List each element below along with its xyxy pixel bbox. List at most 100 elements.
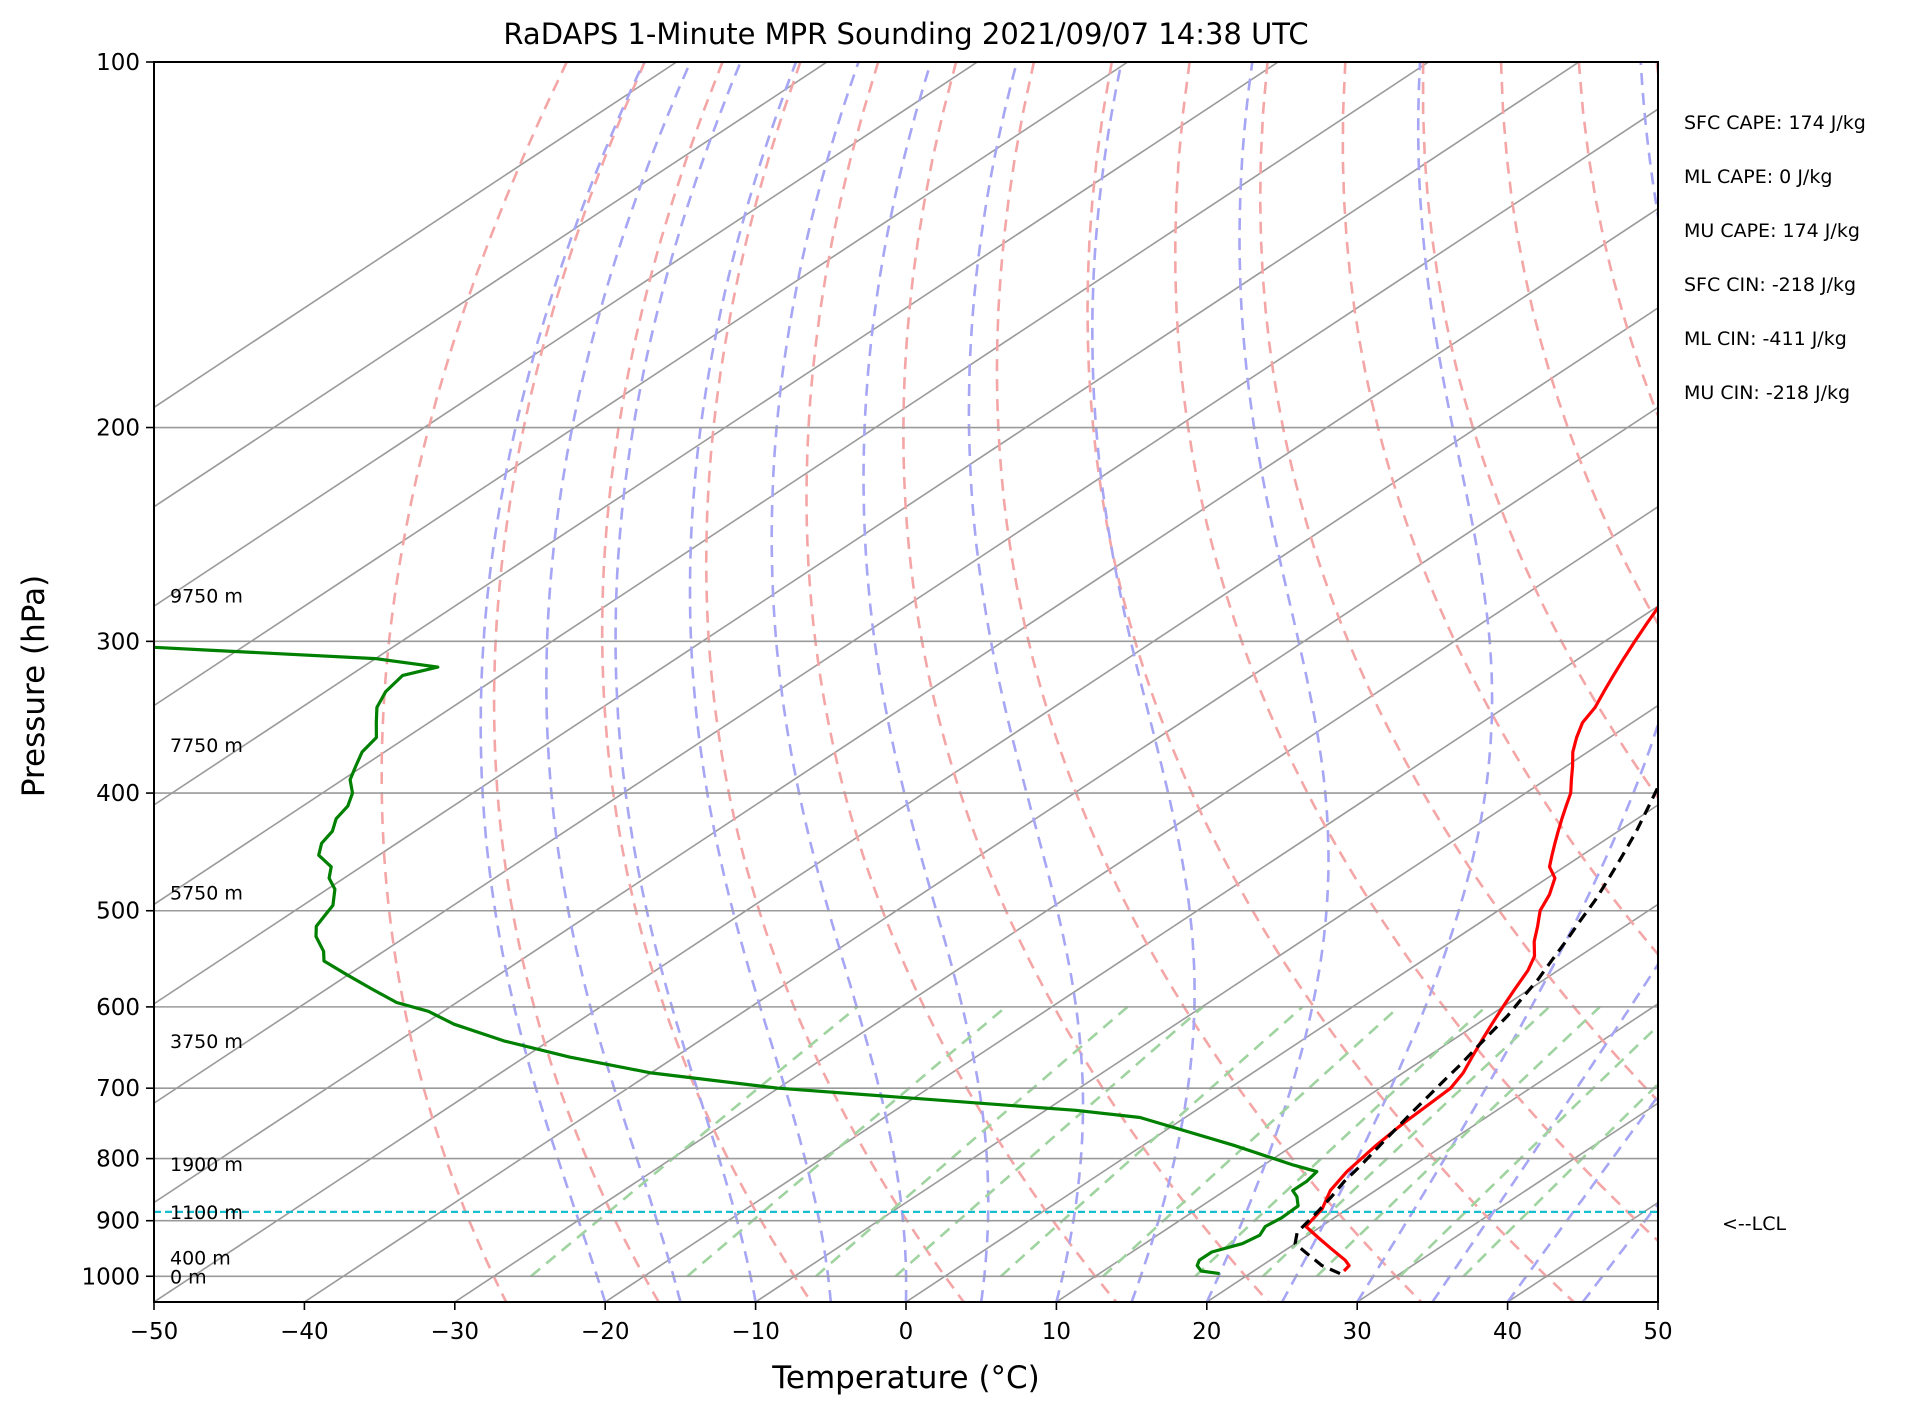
dry-adiabat-line [1735, 62, 1911, 1302]
height-label: 3750 m [170, 1031, 243, 1053]
dry-adiabat-line [1890, 62, 1911, 1302]
lcl-label: <--LCL [1722, 1213, 1786, 1235]
moist-adiabat-line [479, 62, 645, 1302]
isotherm-line [1657, 1301, 1658, 1302]
dry-adiabat-line [995, 62, 1423, 1302]
x-axis-label: Temperature (°C) [771, 1360, 1040, 1396]
moist-adiabat-line [1090, 62, 1196, 1302]
height-label: 7750 m [170, 735, 243, 757]
dry-adiabat-line [902, 62, 1270, 1302]
cape-cin-annotations: SFC CAPE: 174 J/kg ML CAPE: 0 J/kg MU CAPE… [1684, 112, 1866, 404]
isotherm-line [604, 605, 1658, 1302]
dry-adiabat-line [600, 62, 813, 1302]
moist-adiabat-line [967, 62, 1085, 1302]
x-tick-label: −40 [280, 1319, 329, 1345]
isotherm-line [154, 62, 1279, 806]
moist-adiabat-line [770, 62, 908, 1302]
x-tick-label: −10 [731, 1319, 780, 1345]
dry-adiabat-line [1812, 62, 1911, 1302]
height-label: 1100 m [170, 1202, 243, 1224]
height-labels: 9750 m 7750 m 5750 m 3750 m 1900 m 1100 m 400 … [170, 585, 243, 1288]
dry-adiabat-line [1655, 62, 1658, 83]
height-label: 5750 m [170, 882, 243, 904]
dry-adiabat-line [1341, 62, 1658, 957]
x-tick-label: 40 [1493, 1319, 1522, 1345]
moist-adiabat-line [1356, 62, 1658, 1302]
stat-annotation: SFC CAPE: 174 J/kg [1684, 112, 1866, 134]
x-tick-label: 0 [899, 1319, 914, 1345]
isotherm-line [154, 62, 1429, 906]
moist-adiabat-line [1431, 961, 1658, 1302]
isotherm-line [154, 62, 1129, 707]
height-label: 400 m [170, 1247, 231, 1269]
isotherm-line [755, 704, 1658, 1302]
dry-adiabat-line [380, 62, 568, 1302]
mixing-ratio-line [1000, 1005, 1304, 1278]
dry-adiabat-line [1173, 62, 1658, 1243]
stat-annotation: SFC CIN: -218 J/kg [1684, 274, 1856, 296]
dry-adiabat-line [1421, 62, 1658, 800]
y-tick-label: 600 [96, 995, 140, 1021]
moist-adiabat-line [862, 62, 990, 1302]
y-tick-label: 700 [96, 1076, 140, 1102]
y-tick-label: 100 [96, 50, 140, 76]
x-tick-label: 30 [1343, 1319, 1372, 1345]
stat-annotation: MU CIN: -218 J/kg [1684, 382, 1850, 404]
isotherm-line [1507, 1201, 1658, 1302]
chart-title: RaDAPS 1-Minute MPR Sounding 2021/09/07 … [503, 17, 1308, 51]
dry-adiabat-line [1577, 62, 1658, 420]
stat-annotation: ML CAPE: 0 J/kg [1684, 166, 1832, 188]
isotherm-line [154, 62, 1580, 1005]
x-tick-label: 20 [1192, 1319, 1221, 1345]
x-tick-label: 50 [1643, 1319, 1672, 1345]
dry-adiabat-line [492, 62, 660, 1302]
moist-adiabat-line [1581, 1201, 1658, 1302]
lcl-group: <--LCL [154, 1210, 1786, 1235]
mixing-ratio-line [686, 1005, 1007, 1278]
moist-adiabat-line [1280, 62, 1494, 1302]
moist-adiabat-line [1205, 62, 1330, 1302]
y-axis-ticks: 100 200 300 400 500 600 700 800 900 1000 [81, 50, 154, 1290]
y-tick-label: 800 [96, 1147, 140, 1173]
x-tick-label: −20 [581, 1319, 630, 1345]
isotherm-line [454, 505, 1658, 1302]
isotherm-line [303, 406, 1658, 1302]
dewpoint-line [154, 645, 1319, 1276]
temperature-line [1304, 595, 1658, 1273]
y-tick-label: 1000 [81, 1264, 140, 1290]
sounding-series [154, 595, 1658, 1276]
isotherm-line [1055, 903, 1658, 1302]
x-tick-label: −30 [431, 1319, 480, 1345]
mixing-ratio-line [894, 1005, 1204, 1278]
dry-adiabat-line [1086, 62, 1575, 1302]
moist-adiabat-line [1656, 1299, 1658, 1302]
moist-adiabat-line [614, 62, 757, 1302]
mixing-ratio-line [815, 1005, 1129, 1278]
parcel-line [1293, 783, 1658, 1276]
isotherm-line [905, 804, 1658, 1302]
y-axis-label: Pressure (hPa) [16, 575, 52, 797]
y-tick-label: 200 [96, 416, 140, 442]
dry-adiabat-line [1258, 62, 1658, 1103]
isotherm-line [154, 108, 1658, 1105]
background-guides [154, 62, 1911, 1302]
isotherm-line [154, 62, 828, 508]
mixing-ratio-line [530, 1005, 859, 1278]
height-label: 9750 m [170, 585, 243, 607]
isotherm-line [154, 207, 1658, 1204]
isotherm-line [154, 62, 677, 409]
isotherm-line [154, 306, 1658, 1302]
y-tick-label: 300 [96, 629, 140, 655]
stat-annotation: MU CAPE: 174 J/kg [1684, 220, 1860, 242]
x-axis-ticks: −50 −40 −30 −20 −10 0 10 20 30 40 50 [130, 1302, 1673, 1345]
moist-adiabat-line [545, 62, 692, 1302]
x-tick-label: −50 [130, 1319, 179, 1345]
height-label: 0 m [170, 1266, 207, 1288]
dry-adiabat-line [704, 62, 965, 1302]
dry-adiabat-line [805, 62, 1118, 1302]
isotherm-line [154, 62, 978, 608]
y-tick-label: 500 [96, 899, 140, 925]
y-tick-label: 900 [96, 1209, 140, 1235]
height-label: 1900 m [170, 1154, 243, 1176]
